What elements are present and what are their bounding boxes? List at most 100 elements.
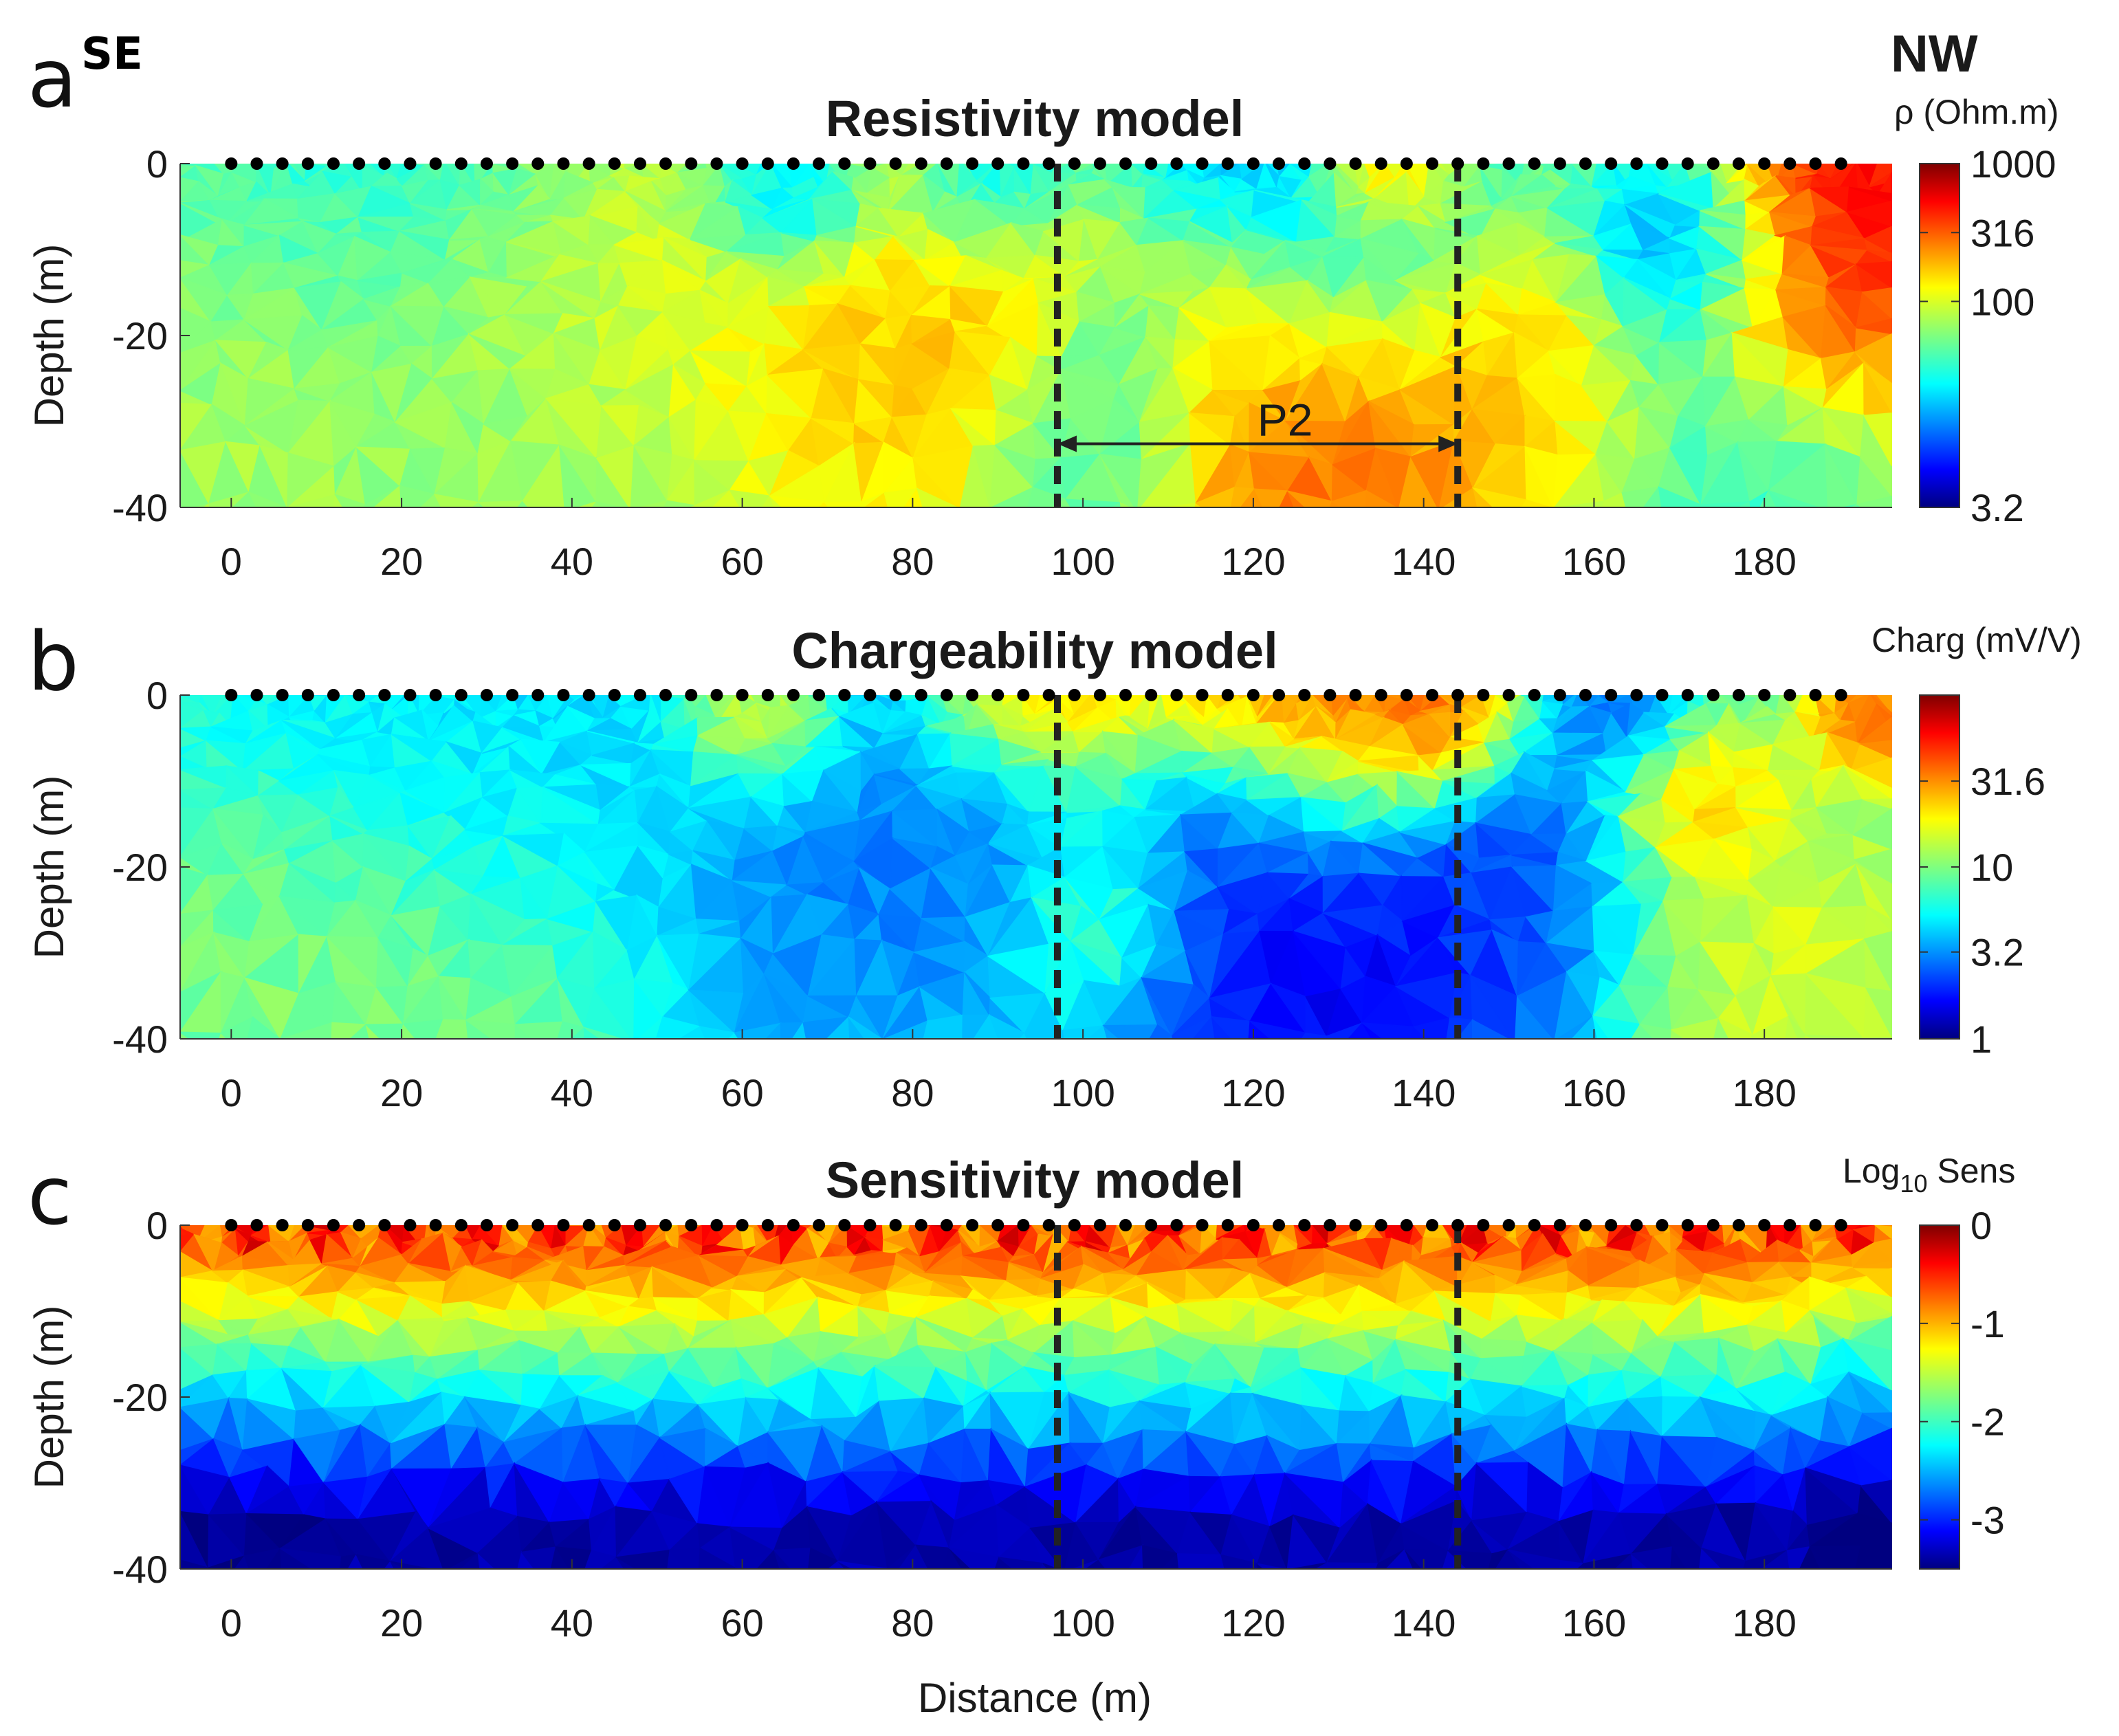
electrode-marker: [940, 689, 953, 701]
electrode-marker: [864, 689, 877, 701]
electrode-marker: [1477, 157, 1490, 170]
electrode-marker: [1809, 689, 1822, 701]
electrode-marker: [1221, 689, 1234, 701]
mesh-cell: [384, 1560, 395, 1569]
electrode-marker: [353, 157, 366, 170]
mesh-cell: [818, 501, 830, 507]
mesh-cell: [882, 1038, 883, 1039]
electrode-marker: [454, 157, 468, 170]
electrode-marker: [864, 157, 877, 170]
electrode-marker: [1273, 157, 1286, 170]
electrode-marker: [1656, 689, 1669, 701]
electrode-marker: [1706, 157, 1720, 170]
mesh-cell: [1805, 1034, 1866, 1039]
x-tick-label: 160: [1562, 540, 1626, 583]
y-tick-label: -20: [112, 846, 168, 889]
mesh-cell: [333, 494, 366, 507]
electrode-marker: [301, 689, 314, 701]
electrode-marker: [1374, 689, 1387, 701]
electrode-marker: [1093, 157, 1106, 170]
x-tick-label: 100: [1051, 540, 1115, 583]
electrode-marker: [889, 689, 902, 701]
mesh-cell: [1861, 287, 1892, 320]
mesh-cell: [460, 1552, 481, 1569]
x-tick-label: 140: [1392, 540, 1456, 583]
electrode-marker: [1196, 689, 1209, 701]
panel-letter-b: b: [28, 614, 79, 709]
colorbar-tick-label: 3.2: [1970, 486, 2024, 529]
x-tick-label: 120: [1221, 1071, 1285, 1114]
mesh-cell: [1638, 1023, 1673, 1039]
mesh-cell: [1631, 1023, 1655, 1039]
electrode-marker: [838, 157, 851, 170]
mesh-cell: [247, 1016, 281, 1039]
mesh-cell: [1843, 765, 1892, 800]
mesh-cell: [690, 505, 696, 507]
mesh-cell: [1737, 501, 1751, 507]
direction-se-label: SE: [81, 29, 143, 80]
electrode-marker: [608, 689, 621, 701]
electrode-marker: [838, 689, 851, 701]
mesh-cell: [848, 1016, 883, 1039]
mesh-cell: [1848, 1427, 1892, 1482]
electrode-marker: [429, 689, 442, 701]
mesh-cell: [287, 494, 336, 507]
x-tick-label: 100: [1051, 1071, 1115, 1114]
mesh-cell: [1515, 1040, 1555, 1056]
electrode-marker: [1477, 689, 1490, 701]
electrode-marker: [1374, 157, 1387, 170]
electrode-marker: [1834, 689, 1847, 701]
electrode-marker: [1681, 689, 1694, 701]
resistivity-section: [180, 164, 1892, 525]
electrode-marker: [685, 157, 698, 170]
mesh-cell: [1110, 501, 1122, 507]
mesh-cell: [1858, 456, 1892, 498]
electrode-marker: [966, 157, 979, 170]
electrode-marker: [1706, 689, 1720, 701]
electrode-marker: [506, 157, 519, 170]
electrode-marker: [659, 157, 672, 170]
mesh-cell: [203, 503, 211, 507]
mesh-cell: [517, 500, 529, 507]
mesh-cell: [728, 1031, 740, 1039]
mesh-cell: [1856, 503, 1864, 507]
mesh-cell: [1301, 1032, 1329, 1039]
electrode-marker: [480, 157, 493, 170]
electrode-marker: [914, 157, 927, 170]
panel-a-title: Resistivity model: [826, 90, 1244, 147]
sensitivity-panel: Sensitivity model 0 20 40 60 80 100 120 140 160 1…: [26, 1152, 2015, 1721]
electrode-marker: [940, 157, 953, 170]
electrode-marker: [454, 689, 468, 701]
electrode-marker: [1170, 157, 1183, 170]
mesh-cell: [990, 508, 1023, 525]
panel-c-title: Sensitivity model: [826, 1152, 1244, 1209]
x-tick-label: 20: [380, 1071, 423, 1114]
mesh-cell: [600, 1556, 625, 1569]
colorbar-tick-label: 31.6: [1970, 760, 2045, 803]
electrode-marker: [710, 157, 723, 170]
mesh-cell: [1853, 848, 1892, 886]
electrode-marker: [787, 157, 800, 170]
electrode-marker: [404, 157, 417, 170]
electrode-marker: [531, 157, 545, 170]
mesh-cell: [1852, 808, 1892, 850]
mesh-cell: [972, 508, 1006, 525]
electrode-marker: [301, 157, 314, 170]
mesh-cell: [699, 1026, 736, 1039]
resistivity-panel: Resistivity model 0 20 40 60 80 100 120 140 160 1…: [26, 90, 2059, 583]
electrode-marker: [378, 689, 391, 701]
mesh-cell: [355, 1554, 392, 1569]
mesh-cell: [1866, 1267, 1892, 1299]
electrode-marker: [1758, 689, 1771, 701]
mesh-cell: [349, 1023, 371, 1039]
mesh-cell: [1849, 186, 1892, 202]
electrode-marker: [813, 689, 826, 701]
mesh-cell: [1856, 864, 1892, 922]
electrode-marker: [966, 689, 979, 701]
resistivity-colorbar-label: ρ (Ohm.m): [1894, 93, 2059, 131]
mesh-cell: [791, 1021, 807, 1039]
mesh-cell: [928, 509, 972, 525]
mesh-cell: [544, 512, 580, 525]
electrode-marker: [276, 157, 289, 170]
